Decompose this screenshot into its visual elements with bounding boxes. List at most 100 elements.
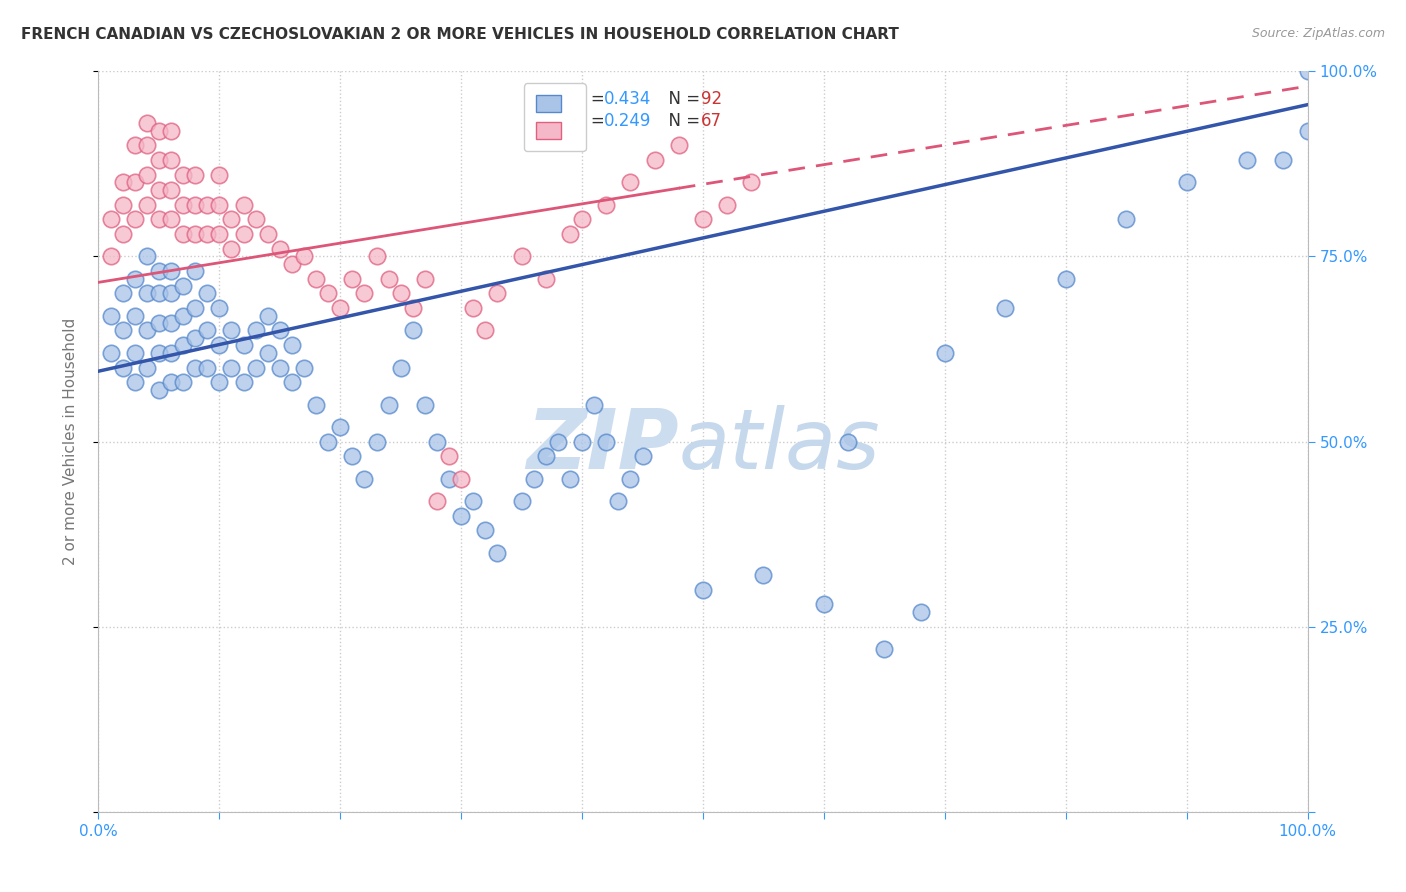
Point — [1236, 153, 1258, 168]
Point — [329, 301, 352, 316]
Point — [208, 338, 231, 352]
Point — [342, 271, 364, 285]
Point — [366, 250, 388, 264]
Point — [208, 376, 231, 390]
Point — [619, 471, 641, 485]
Text: 92: 92 — [700, 90, 721, 108]
Point — [245, 212, 267, 227]
Text: 0.249: 0.249 — [603, 112, 651, 130]
Point — [221, 324, 243, 338]
Point — [160, 316, 183, 330]
Point — [124, 376, 146, 390]
Point — [281, 257, 304, 271]
Point — [1272, 153, 1295, 168]
Point — [111, 175, 134, 190]
Point — [534, 450, 557, 464]
Point — [111, 360, 134, 375]
Point — [208, 168, 231, 182]
Point — [377, 398, 399, 412]
Point — [558, 227, 581, 242]
Point — [353, 471, 375, 485]
Point — [437, 450, 460, 464]
Point — [160, 183, 183, 197]
Point — [474, 524, 496, 538]
Text: atlas: atlas — [679, 405, 880, 486]
Point — [1175, 175, 1198, 190]
Point — [148, 383, 170, 397]
Point — [437, 471, 460, 485]
Point — [269, 324, 291, 338]
Point — [934, 345, 956, 359]
Point — [474, 324, 496, 338]
Point — [148, 345, 170, 359]
Point — [269, 360, 291, 375]
Text: N =: N = — [658, 112, 706, 130]
Point — [221, 360, 243, 375]
Point — [1115, 212, 1137, 227]
Point — [389, 286, 412, 301]
Point — [100, 250, 122, 264]
Point — [353, 286, 375, 301]
Point — [450, 508, 472, 523]
Point — [184, 168, 207, 182]
Point — [160, 123, 183, 137]
Point — [329, 419, 352, 434]
Point — [135, 168, 157, 182]
Point — [195, 324, 218, 338]
Point — [994, 301, 1017, 316]
Point — [245, 324, 267, 338]
Point — [571, 434, 593, 449]
Point — [160, 212, 183, 227]
Point — [571, 212, 593, 227]
Point — [558, 471, 581, 485]
Point — [148, 123, 170, 137]
Text: 0.434: 0.434 — [603, 90, 651, 108]
Point — [148, 153, 170, 168]
Point — [316, 286, 339, 301]
Point — [631, 450, 654, 464]
Point — [607, 493, 630, 508]
Point — [148, 286, 170, 301]
Point — [172, 227, 194, 242]
Point — [426, 434, 449, 449]
Point — [184, 301, 207, 316]
Point — [523, 471, 546, 485]
Point — [232, 376, 254, 390]
Point — [135, 197, 157, 211]
Point — [1296, 64, 1319, 78]
Point — [389, 360, 412, 375]
Point — [668, 138, 690, 153]
Point — [148, 212, 170, 227]
Point — [172, 338, 194, 352]
Point — [172, 376, 194, 390]
Point — [450, 471, 472, 485]
Point — [486, 286, 509, 301]
Point — [124, 271, 146, 285]
Point — [716, 197, 738, 211]
Point — [148, 316, 170, 330]
Point — [160, 376, 183, 390]
Point — [208, 197, 231, 211]
Point — [135, 138, 157, 153]
Point — [281, 376, 304, 390]
Point — [1054, 271, 1077, 285]
Point — [160, 345, 183, 359]
Text: Source: ZipAtlas.com: Source: ZipAtlas.com — [1251, 27, 1385, 40]
Point — [135, 324, 157, 338]
Point — [111, 286, 134, 301]
Point — [160, 264, 183, 278]
Point — [692, 582, 714, 597]
Point — [221, 212, 243, 227]
Point — [184, 197, 207, 211]
Point — [232, 227, 254, 242]
Point — [124, 175, 146, 190]
Point — [366, 434, 388, 449]
Point — [316, 434, 339, 449]
Point — [426, 493, 449, 508]
Point — [463, 493, 485, 508]
Point — [837, 434, 859, 449]
Point — [281, 338, 304, 352]
Point — [232, 197, 254, 211]
Point — [124, 309, 146, 323]
Text: 67: 67 — [700, 112, 721, 130]
